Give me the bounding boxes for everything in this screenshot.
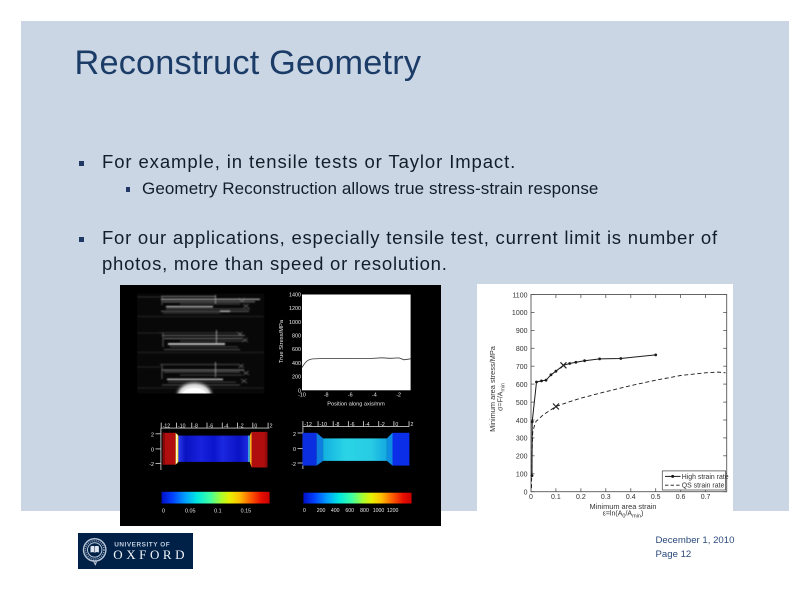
svg-text:300: 300 (516, 436, 528, 443)
svg-text:0: 0 (524, 490, 528, 497)
svg-text:700: 700 (516, 364, 528, 371)
svg-text:1000: 1000 (373, 508, 385, 514)
svg-text:2: 2 (151, 432, 154, 438)
svg-text:400: 400 (331, 508, 340, 514)
svg-text:0: 0 (303, 508, 306, 514)
svg-text:-6: -6 (350, 422, 355, 428)
svg-text:0.7: 0.7 (701, 494, 711, 501)
svg-text:400: 400 (516, 418, 528, 425)
svg-text:0.2: 0.2 (576, 494, 586, 501)
svg-text:0: 0 (293, 447, 296, 453)
svg-text:1200: 1200 (387, 508, 399, 514)
svg-text:0: 0 (529, 494, 533, 501)
svg-text:800: 800 (516, 346, 528, 353)
svg-text:OXFORD: OXFORD (113, 547, 188, 562)
svg-text:-6: -6 (209, 423, 214, 429)
svg-text:QS strain rate: QS strain rate (682, 483, 725, 490)
svg-text:ε=ln(A0/Amin): ε=ln(A0/Amin) (603, 511, 644, 520)
svg-text:UNIVERSITY OF: UNIVERSITY OF (114, 541, 170, 548)
svg-text:Minimum area stress/MPa: Minimum area stress/MPa (488, 345, 497, 432)
svg-text:-4: -4 (372, 393, 377, 399)
svg-text:-10: -10 (178, 423, 186, 429)
svg-text:1400: 1400 (289, 293, 301, 299)
svg-text:100: 100 (516, 472, 528, 479)
svg-text:-2: -2 (239, 423, 244, 429)
svg-text:-12: -12 (304, 422, 312, 428)
svg-text:0.3: 0.3 (601, 494, 611, 501)
svg-text:1000: 1000 (289, 320, 301, 326)
svg-text:True Stress/MPa: True Stress/MPa (279, 319, 285, 363)
svg-text:0.6: 0.6 (676, 494, 686, 501)
svg-text:-2: -2 (149, 462, 154, 468)
svg-text:-2: -2 (396, 393, 401, 399)
svg-text:200: 200 (516, 454, 528, 461)
svg-text:800: 800 (360, 508, 369, 514)
svg-text:500: 500 (516, 400, 528, 407)
svg-text:-10: -10 (298, 393, 306, 399)
svg-text:2: 2 (270, 423, 273, 429)
svg-text:0.15: 0.15 (241, 508, 252, 514)
svg-text:-10: -10 (320, 422, 328, 428)
svg-text:High strain rate: High strain rate (682, 474, 729, 481)
svg-text:2: 2 (293, 432, 296, 438)
svg-text:200: 200 (317, 508, 326, 514)
svg-text:-2: -2 (380, 422, 385, 428)
svg-text:600: 600 (345, 508, 354, 514)
svg-text:400: 400 (292, 361, 301, 367)
svg-text:-12: -12 (163, 423, 171, 429)
svg-text:-4: -4 (224, 423, 229, 429)
svg-text:-6: -6 (348, 393, 353, 399)
svg-text:800: 800 (292, 334, 301, 340)
svg-text:0.5: 0.5 (651, 494, 661, 501)
svg-text:0: 0 (162, 508, 165, 514)
svg-text:-8: -8 (324, 393, 329, 399)
svg-text:600: 600 (516, 382, 528, 389)
svg-text:600: 600 (292, 347, 301, 353)
svg-text:Minimum area strain: Minimum area strain (590, 502, 657, 511)
svg-text:2: 2 (411, 422, 414, 428)
svg-text:1100: 1100 (512, 292, 527, 299)
svg-text:-2: -2 (291, 462, 296, 468)
svg-text:0: 0 (395, 422, 398, 428)
svg-text:200: 200 (292, 375, 301, 381)
svg-text:0: 0 (151, 447, 154, 453)
svg-text:0.1: 0.1 (214, 508, 222, 514)
svg-text:0.05: 0.05 (185, 508, 196, 514)
svg-text:σ=F/Amin: σ=F/Amin (498, 383, 507, 411)
svg-text:-4: -4 (365, 422, 370, 428)
svg-text:0: 0 (298, 388, 301, 394)
svg-text:-8: -8 (193, 423, 198, 429)
svg-text:Position along axis/mm: Position along axis/mm (327, 402, 385, 408)
svg-text:1200: 1200 (289, 306, 301, 312)
svg-text:0: 0 (254, 423, 257, 429)
svg-text:1000: 1000 (512, 310, 528, 317)
svg-text:0.4: 0.4 (626, 494, 636, 501)
svg-text:900: 900 (516, 328, 528, 335)
svg-text:0.1: 0.1 (551, 494, 561, 501)
svg-text:-8: -8 (335, 422, 340, 428)
